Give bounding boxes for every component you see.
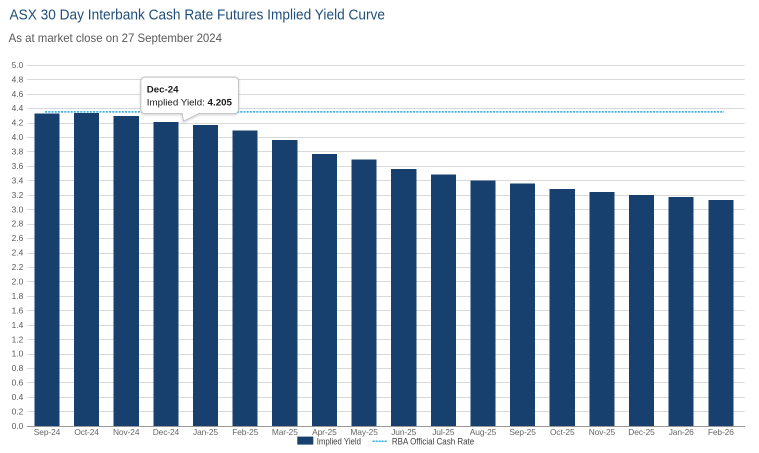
svg-text:0.0: 0.0	[12, 421, 24, 431]
svg-text:3.2: 3.2	[12, 190, 24, 200]
svg-text:Jul-25: Jul-25	[432, 427, 455, 437]
svg-text:RBA Official Cash Rate: RBA Official Cash Rate	[392, 436, 474, 446]
svg-text:3.8: 3.8	[12, 147, 24, 157]
svg-text:ASX 30 Day Interbank Cash Rate: ASX 30 Day Interbank Cash Rate Futures I…	[10, 7, 386, 23]
svg-text:Mar-25: Mar-25	[272, 427, 298, 437]
svg-text:2.2: 2.2	[12, 262, 24, 272]
svg-text:Jun-25: Jun-25	[391, 427, 416, 437]
svg-text:Oct-25: Oct-25	[550, 427, 575, 437]
svg-text:3.0: 3.0	[12, 204, 24, 214]
svg-text:1.4: 1.4	[12, 320, 24, 330]
svg-text:Feb-25: Feb-25	[232, 427, 258, 437]
svg-text:Sep-25: Sep-25	[509, 427, 536, 437]
svg-text:Implied Yield: 4.205: Implied Yield: 4.205	[147, 98, 233, 109]
svg-text:4.4: 4.4	[12, 103, 24, 113]
svg-text:1.6: 1.6	[12, 305, 24, 315]
svg-text:Nov-25: Nov-25	[589, 427, 616, 437]
svg-text:2.6: 2.6	[12, 233, 24, 243]
svg-text:0.6: 0.6	[12, 378, 24, 388]
svg-text:1.0: 1.0	[12, 349, 24, 359]
svg-text:As at market close on 27 Septe: As at market close on 27 September 2024	[9, 31, 223, 45]
svg-text:5.0: 5.0	[12, 60, 24, 70]
svg-text:Apr-25: Apr-25	[312, 427, 337, 437]
svg-text:4.8: 4.8	[12, 74, 24, 84]
svg-text:Implied Yield: Implied Yield	[317, 436, 361, 446]
svg-text:0.8: 0.8	[12, 363, 24, 373]
svg-text:Dec-24: Dec-24	[153, 427, 180, 437]
svg-text:1.2: 1.2	[12, 334, 24, 344]
svg-text:0.4: 0.4	[12, 392, 24, 402]
svg-text:Sep-24: Sep-24	[34, 427, 61, 437]
svg-text:Dec-24: Dec-24	[147, 84, 179, 95]
svg-text:1.8: 1.8	[12, 291, 24, 301]
svg-text:3.6: 3.6	[12, 161, 24, 171]
svg-text:3.4: 3.4	[12, 175, 24, 185]
svg-text:4.2: 4.2	[12, 118, 24, 128]
svg-text:4.6: 4.6	[12, 89, 24, 99]
svg-text:Feb-26: Feb-26	[708, 427, 734, 437]
svg-text:4.0: 4.0	[12, 132, 24, 142]
svg-text:Dec-25: Dec-25	[628, 427, 655, 437]
svg-text:May-25: May-25	[350, 427, 378, 437]
svg-text:0.2: 0.2	[12, 407, 24, 417]
svg-text:Nov-24: Nov-24	[113, 427, 140, 437]
svg-text:Jan-25: Jan-25	[193, 427, 218, 437]
svg-text:2.4: 2.4	[12, 248, 24, 258]
svg-text:2.0: 2.0	[12, 277, 24, 287]
svg-text:Jan-26: Jan-26	[669, 427, 694, 437]
svg-text:Oct-24: Oct-24	[74, 427, 99, 437]
svg-text:2.8: 2.8	[12, 219, 24, 229]
svg-text:Aug-25: Aug-25	[470, 427, 497, 437]
